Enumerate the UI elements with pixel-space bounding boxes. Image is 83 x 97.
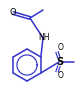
Text: O: O [9,8,16,17]
Text: NH: NH [38,33,50,42]
Text: O: O [58,43,63,52]
Text: S: S [56,57,63,67]
Text: O: O [58,71,63,81]
